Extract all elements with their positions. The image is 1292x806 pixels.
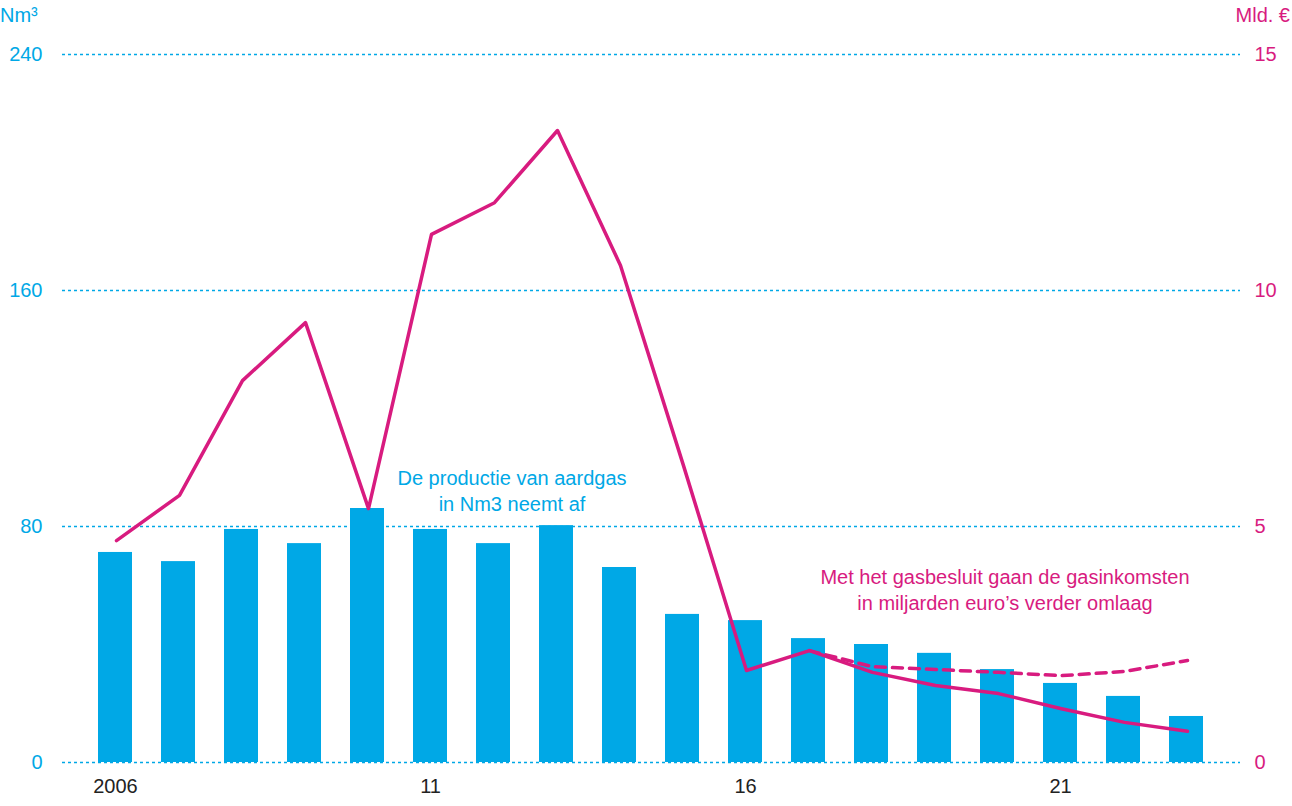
svg-text:21: 21 [1049, 775, 1071, 797]
svg-text:11: 11 [420, 775, 441, 797]
svg-text:10: 10 [1255, 279, 1277, 301]
svg-text:2006: 2006 [93, 775, 138, 797]
svg-text:5: 5 [1255, 515, 1266, 537]
html-text:De productie van aardgas: De productie van aardgas [397, 467, 627, 489]
html-text:Nm³: Nm³ [0, 4, 38, 26]
svg-text:16: 16 [734, 775, 756, 797]
svg-text:0: 0 [31, 751, 42, 773]
html-text:Met het gasbesluit gaan de gas: Met het gasbesluit gaan de gasinkomsten [820, 566, 1190, 588]
svg-text:15: 15 [1255, 43, 1277, 65]
svg-text:240: 240 [9, 43, 42, 65]
svg-text:80: 80 [20, 515, 42, 537]
html-text:in Nm3 neemt af: in Nm3 neemt af [438, 493, 586, 515]
html-text:in miljarden euro’s verder oml: in miljarden euro’s verder omlaag [857, 592, 1153, 614]
svg-text:0: 0 [1255, 751, 1266, 773]
html-text:Mld. €: Mld. € [1235, 4, 1290, 26]
svg-text:160: 160 [9, 279, 42, 301]
